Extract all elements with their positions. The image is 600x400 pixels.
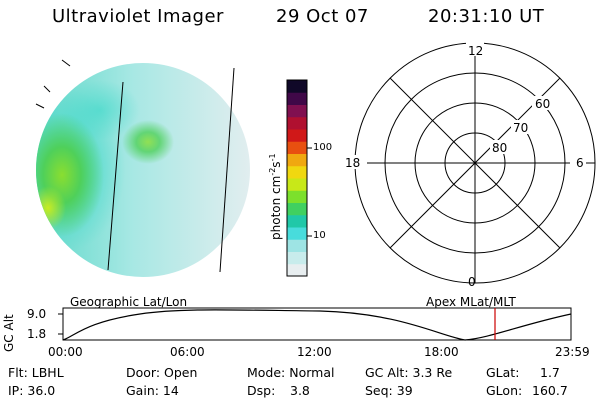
gain-label: Gain: 14	[126, 383, 179, 398]
glon-label: GLon:	[486, 383, 523, 398]
colorbar-segment	[287, 251, 307, 265]
timeline-x-tick-2359: 23:59	[555, 345, 590, 359]
timeline-y-tick-1: 1.8	[27, 327, 47, 341]
colorbar-segment	[287, 165, 307, 179]
timeline-x-tick-1800: 18:00	[424, 345, 459, 359]
mode-label: Mode: Normal	[247, 365, 335, 380]
dsp-value: 3.8	[290, 383, 310, 398]
colorbar-segment	[287, 129, 307, 142]
colorbar-segment	[287, 263, 307, 277]
gc-alt-label: GC Alt: 3.3 Re	[365, 365, 453, 380]
colorbar-segment	[287, 80, 307, 93]
polar-label-18: 18	[345, 156, 361, 170]
polar-lat-80: 80	[492, 141, 508, 155]
polar-label-0: 0	[468, 275, 476, 289]
glat-label: GLat:	[486, 365, 520, 380]
colorbar-segment	[287, 153, 307, 167]
timeline-x-tick-0600: 06:00	[170, 345, 205, 359]
timeline-x-tick-0000: 00:00	[48, 345, 83, 359]
colorbar-segment	[287, 227, 307, 240]
colorbar-segment	[287, 239, 307, 252]
colorbar-segment	[287, 141, 307, 154]
date-label: 29 Oct 07	[276, 6, 369, 27]
polar-label-12: 12	[468, 44, 484, 58]
polar-lat-70: 70	[513, 121, 529, 135]
ip-label: IP: 36.0	[8, 383, 56, 398]
colorbar-segment	[287, 92, 307, 105]
colorbar-segment	[287, 190, 307, 203]
dsp-label: Dsp:	[247, 383, 276, 398]
colorbar-segment	[287, 214, 307, 228]
polar-lat-60: 60	[535, 97, 551, 111]
instrument-title: Ultraviolet Imager	[52, 6, 224, 27]
glat-value: 1.7	[540, 365, 560, 380]
timeline-left-title: Geographic Lat/Lon	[70, 295, 188, 309]
glon-value: 160.7	[532, 383, 568, 398]
colorbar-segment	[287, 116, 307, 130]
timeline-y-label: GC Alt	[2, 314, 16, 352]
colorbar-tick-100: 100	[313, 142, 333, 153]
filter-label: Flt: LBHL	[8, 365, 64, 380]
door-label: Door: Open	[126, 365, 198, 380]
colorbar-tick-10: 10	[313, 230, 326, 241]
seq-label: Seq: 39	[365, 383, 413, 398]
colorbar-segment	[287, 104, 307, 118]
timeline-right-title: Apex MLat/MLT	[426, 295, 516, 309]
time-label: 20:31:10 UT	[428, 6, 545, 27]
timeline-x-tick-1200: 12:00	[297, 345, 332, 359]
colorbar-segment	[287, 202, 307, 216]
timeline-y-tick-9: 9.0	[27, 307, 47, 321]
polar-label-6: 6	[576, 156, 584, 170]
colorbar-segment	[287, 178, 307, 191]
